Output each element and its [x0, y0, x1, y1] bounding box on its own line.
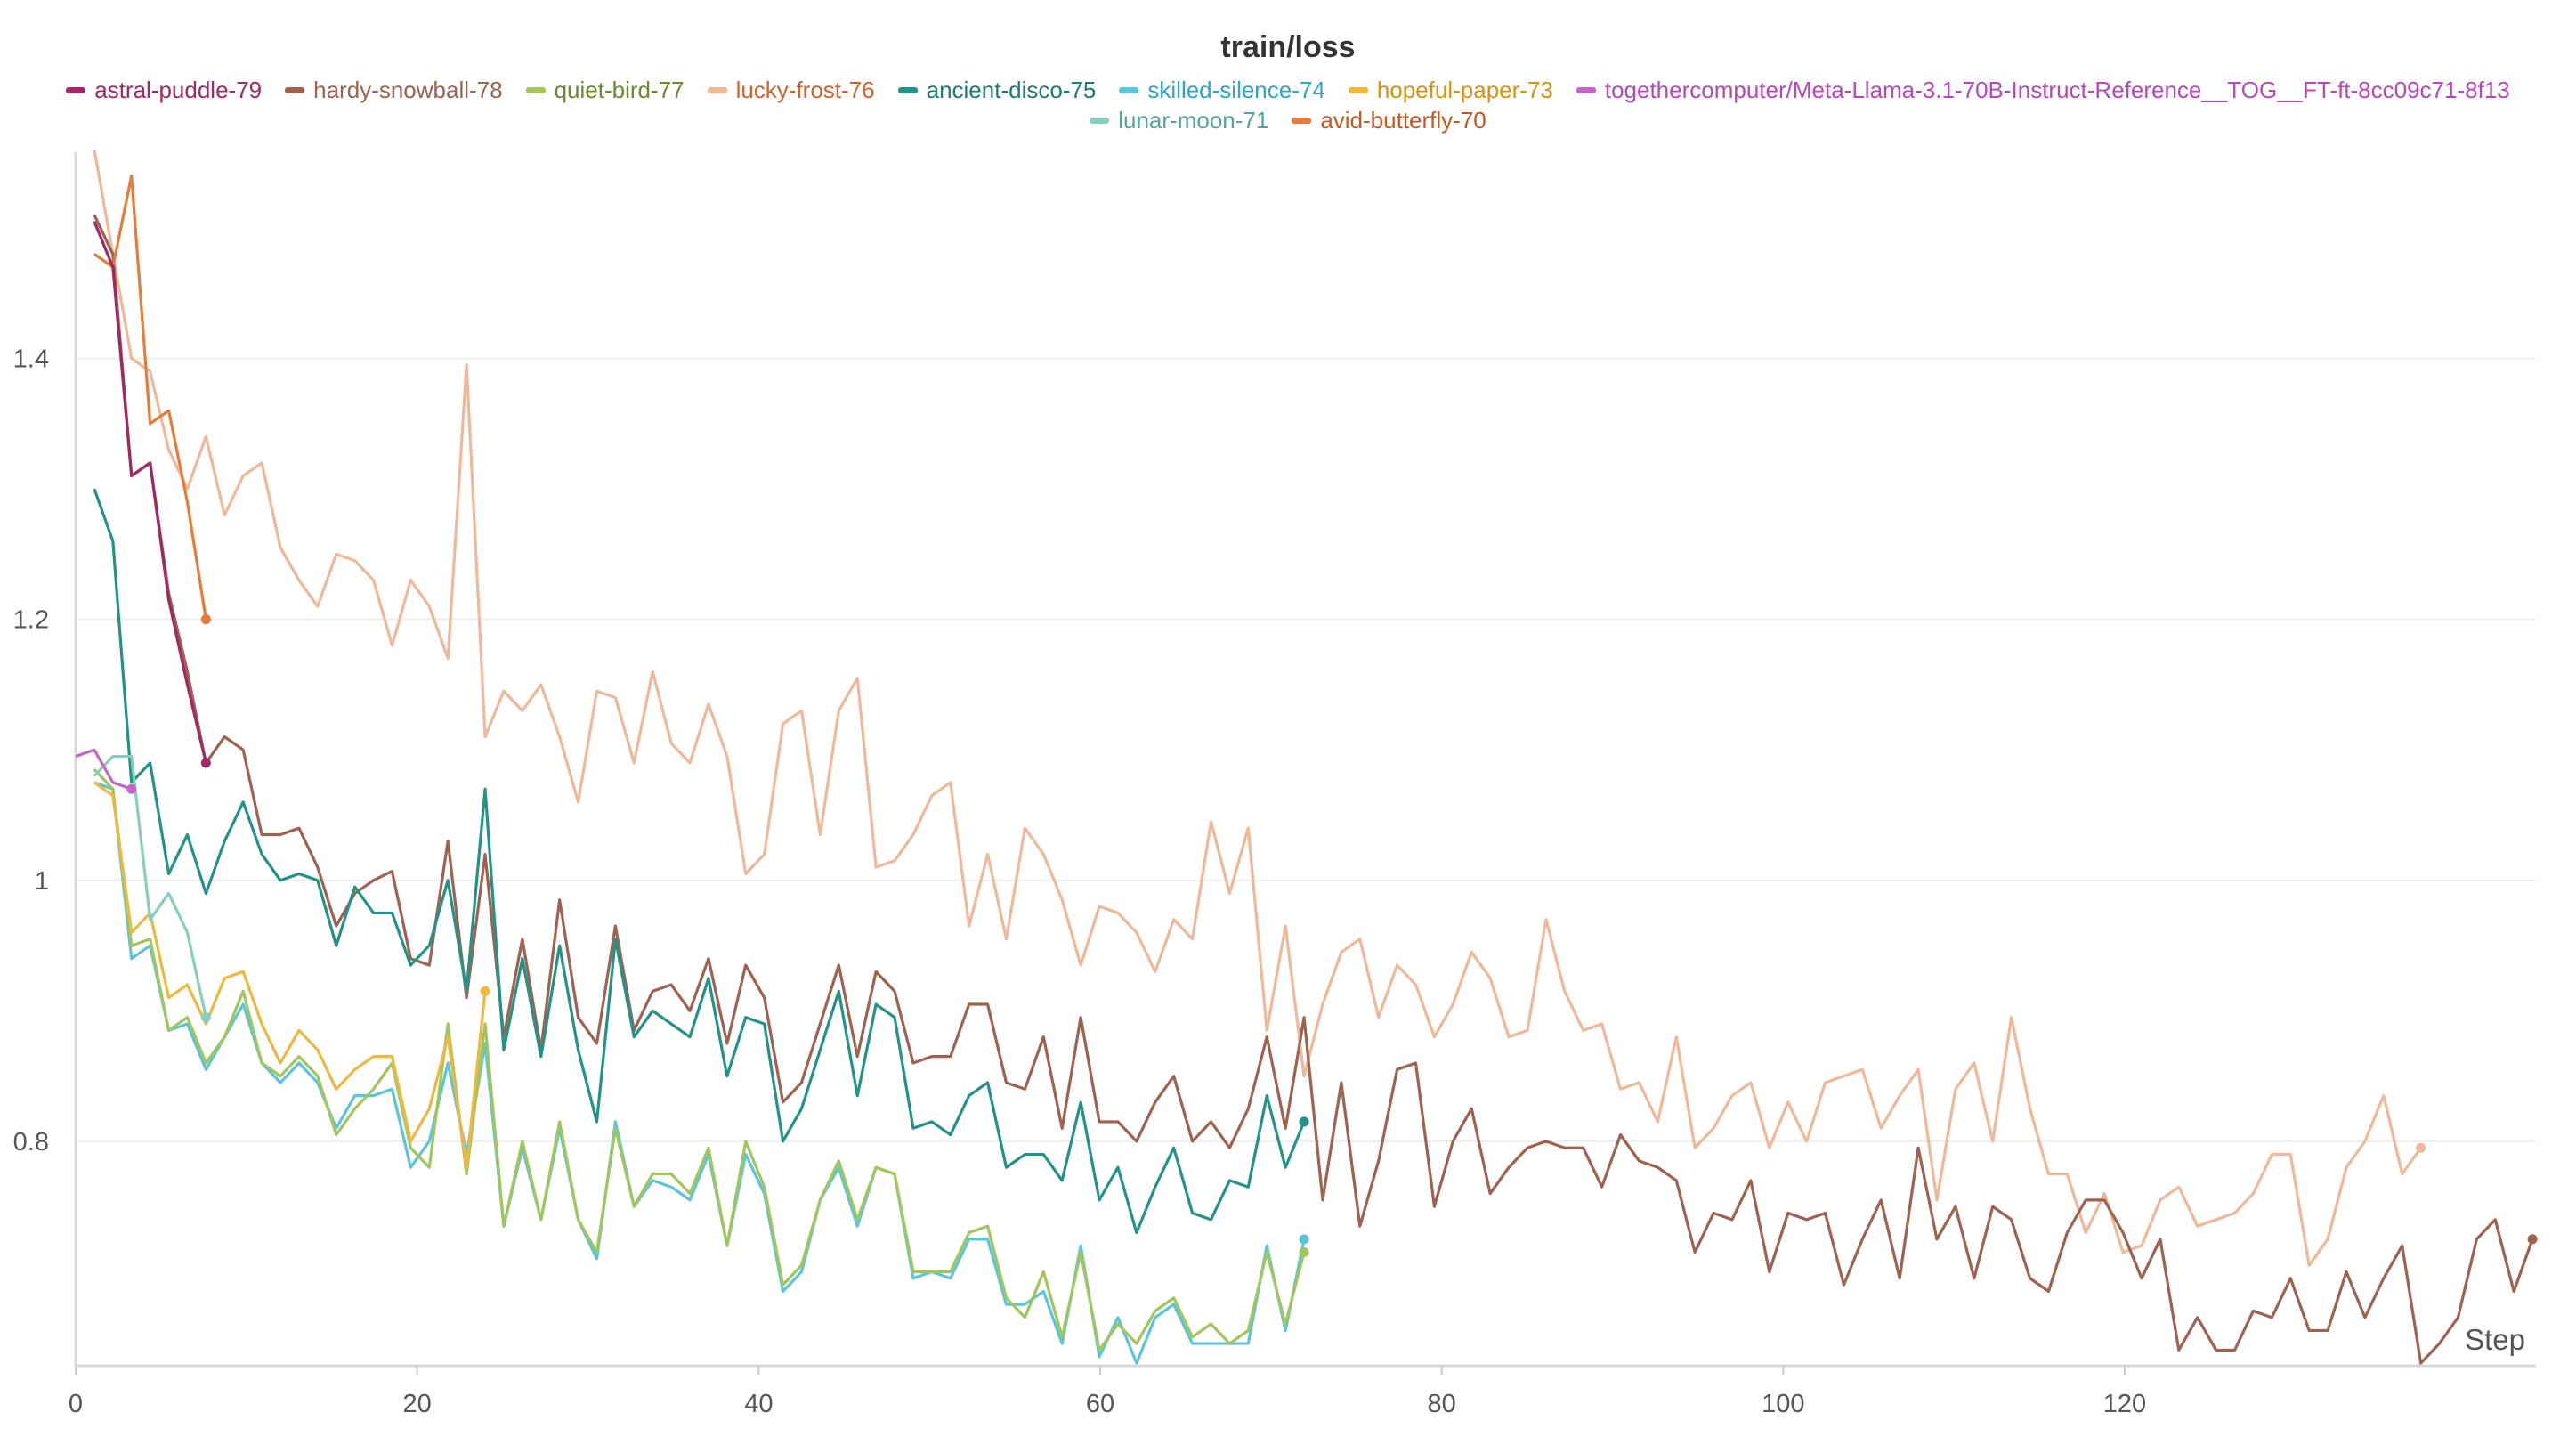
legend-label: quiet-bird-77: [554, 77, 685, 103]
series-endpoint: [200, 758, 211, 768]
series-endpoint: [126, 783, 137, 794]
x-tick-label: 20: [403, 1390, 432, 1418]
series-line-hardy-snowball-78: [93, 214, 2534, 1365]
x-tick-label: 60: [1086, 1390, 1114, 1418]
series-line-lunar-moon-71: [93, 754, 207, 1019]
y-tick-label: 0.8: [13, 1128, 49, 1157]
series-endpoint: [480, 986, 490, 996]
legend-label: lucky-frost-76: [735, 77, 875, 103]
legend-swatch: [707, 86, 727, 93]
legend-item[interactable]: togethercomputer/Meta-Llama-3.1-70B-Inst…: [1576, 77, 2510, 103]
y-tick-label: 1.2: [13, 606, 49, 635]
x-tick-label: 80: [1428, 1390, 1456, 1418]
series-line-lucky-frost-76: [93, 149, 2422, 1267]
legend-item[interactable]: ancient-disco-75: [897, 77, 1097, 103]
legend-item[interactable]: hopeful-paper-73: [1348, 77, 1553, 103]
series-endpoint: [2527, 1234, 2538, 1245]
legend-swatch: [1348, 86, 1368, 93]
legend-label: lunar-moon-71: [1118, 107, 1269, 134]
legend-item[interactable]: lucky-frost-76: [707, 77, 875, 103]
legend-label: ancient-disco-75: [926, 77, 1097, 103]
legend-swatch: [1576, 86, 1596, 93]
series-endpoint: [200, 614, 211, 625]
legend-swatch: [897, 86, 918, 93]
legend-label: skilled-silence-74: [1147, 77, 1325, 103]
legend-label: avid-butterfly-70: [1320, 107, 1486, 134]
series-endpoint: [1299, 1234, 1309, 1245]
series-line-quiet-bird-77: [93, 768, 1306, 1352]
legend-swatch: [525, 86, 546, 93]
legend-label: hopeful-paper-73: [1376, 77, 1553, 103]
x-tick-label: 120: [2103, 1390, 2146, 1418]
series-endpoint: [1299, 1116, 1309, 1127]
legend-swatch: [285, 86, 305, 93]
series-line-astral-puddle-79: [93, 221, 207, 764]
legend-swatch: [1090, 117, 1110, 124]
legend-item[interactable]: quiet-bird-77: [525, 77, 685, 103]
legend-item[interactable]: avid-butterfly-70: [1292, 107, 1486, 134]
series-line-skilled-silence-74: [93, 781, 1306, 1365]
legend-label: togethercomputer/Meta-Llama-3.1-70B-Inst…: [1604, 77, 2510, 103]
legend-swatch: [1119, 86, 1139, 93]
x-axis-label: Step: [2465, 1323, 2525, 1356]
legend-item[interactable]: astral-puddle-79: [66, 77, 262, 103]
series-endpoint: [2416, 1142, 2426, 1153]
legend: astral-puddle-79 hardy-snowball-78 quiet-b…: [18, 77, 2558, 134]
legend-item[interactable]: skilled-silence-74: [1119, 77, 1325, 103]
series-line-ancient-disco-75: [93, 488, 1306, 1235]
chart-title: train/loss: [1220, 30, 1356, 64]
series-endpoint: [200, 1012, 211, 1023]
x-tick-label: 0: [69, 1390, 83, 1418]
y-tick-label: 1.4: [13, 345, 49, 374]
legend-swatch: [1292, 117, 1312, 124]
legend-item[interactable]: lunar-moon-71: [1090, 107, 1268, 134]
legend-label: hardy-snowball-78: [313, 77, 503, 103]
x-tick-label: 100: [1762, 1390, 1804, 1418]
x-tick-label: 40: [744, 1390, 773, 1418]
legend-label: astral-puddle-79: [94, 77, 263, 103]
series-endpoint: [1299, 1246, 1309, 1257]
legend-item[interactable]: hardy-snowball-78: [285, 77, 503, 103]
series-line-togethercomputer-meta-llama-3-1-70b-instruct-reference-tog-ft-ft-8cc09c71-8f13: [75, 748, 133, 791]
series-line-hopeful-paper-73: [93, 781, 487, 1169]
legend-swatch: [66, 86, 86, 93]
y-tick-label: 1: [35, 867, 49, 896]
